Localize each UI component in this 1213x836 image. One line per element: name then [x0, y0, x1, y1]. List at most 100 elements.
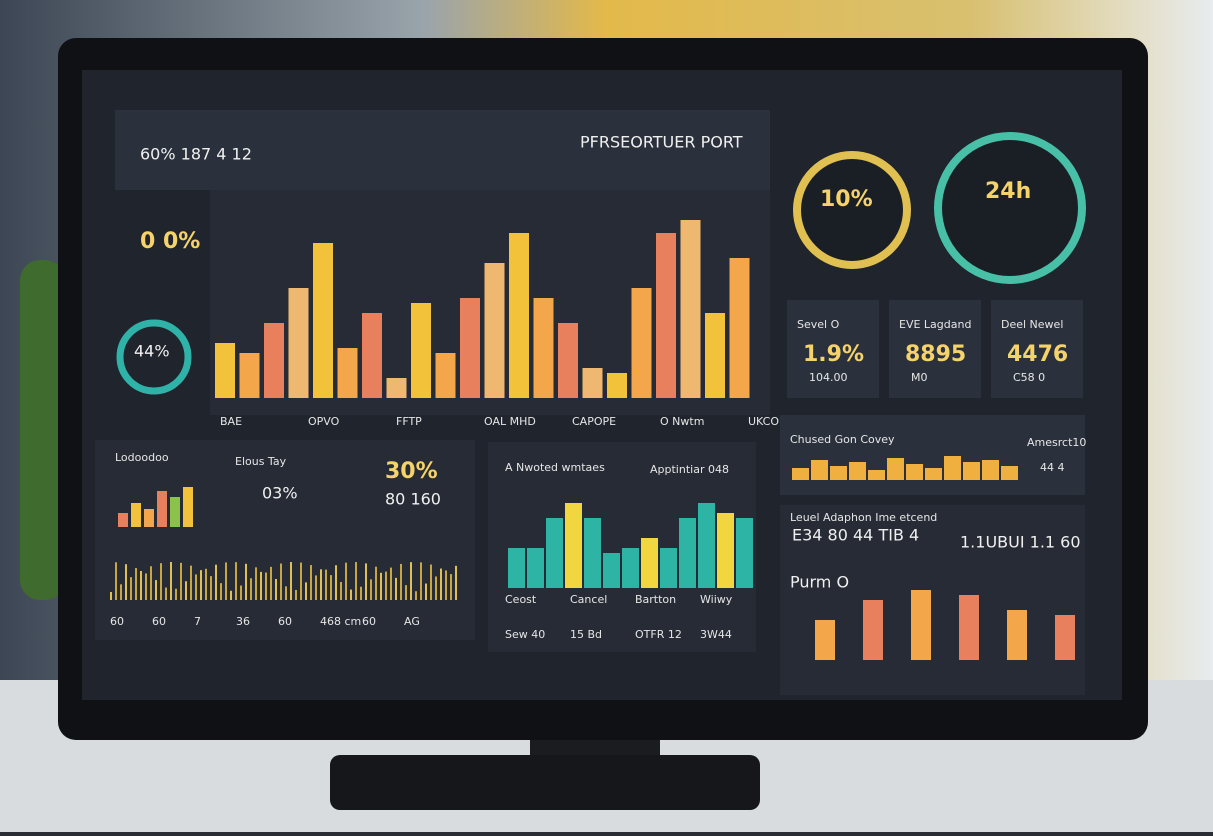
decor-bar — [982, 460, 999, 480]
decor-bar — [484, 263, 505, 398]
decor-bar — [558, 323, 578, 398]
decor-bar — [508, 548, 525, 588]
decor-bar — [264, 323, 284, 398]
axis-label: 7 — [194, 615, 201, 628]
decor-wave — [110, 592, 112, 600]
decor-wave — [150, 566, 152, 600]
small-value: 03% — [262, 484, 298, 503]
decor-wave — [255, 567, 257, 600]
footer-label: 3W44 — [700, 628, 732, 641]
footer-label: OTFR 12 — [635, 628, 682, 641]
decor-wave — [140, 571, 142, 600]
axis-label: Wiiwy — [700, 593, 733, 606]
x-label: O Nwtm — [660, 415, 704, 428]
decor-wave — [170, 562, 172, 600]
decor-wave — [245, 563, 247, 600]
decor-bar — [680, 220, 701, 398]
decor-bar — [717, 513, 734, 588]
decor-bar — [584, 518, 601, 588]
decor-wave — [320, 569, 322, 600]
footer-label: Sew 40 — [505, 628, 545, 641]
gauge-value: 24h — [985, 179, 1031, 204]
decor-wave — [250, 578, 252, 600]
decor-wave — [200, 570, 202, 600]
left-ring — [116, 319, 192, 395]
decor-bar — [386, 378, 407, 398]
percent: 30% — [385, 459, 438, 484]
footer-label: 15 Bd — [570, 628, 602, 641]
decor-bar — [362, 313, 382, 398]
decor-bar — [215, 343, 235, 398]
header-title: PFRSEORTUER PORT — [580, 133, 743, 152]
decor-bar — [631, 288, 652, 398]
lower-left-panel — [95, 440, 475, 640]
decor-bar — [337, 348, 358, 398]
decor-wave — [180, 562, 182, 600]
kpi-card — [787, 300, 879, 398]
axis-label: 60 — [152, 615, 166, 628]
decor-wave — [185, 581, 187, 600]
panel-title: A Nwoted wmtaes — [505, 461, 605, 474]
decor-wave — [240, 585, 242, 600]
decor-wave — [265, 572, 267, 600]
panel-title: Chused Gon Covey — [790, 433, 895, 446]
x-label: FFTP — [396, 415, 422, 428]
axis-label: 60 — [362, 615, 376, 628]
panel-title: Lodoodoo — [115, 451, 169, 464]
decor-wave — [425, 583, 427, 600]
kpi-label: EVE Lagdand — [899, 318, 971, 331]
decor-bar — [641, 538, 658, 588]
decor-bar — [705, 313, 725, 398]
decor-bar — [698, 503, 715, 588]
decor-bar — [863, 600, 883, 660]
gauge — [934, 132, 1086, 284]
decor-bar — [603, 553, 620, 588]
decor-wave — [325, 569, 327, 600]
decor-wave — [130, 577, 132, 600]
decor-bar — [729, 258, 750, 398]
kpi-label: Deel Newel — [1001, 318, 1063, 331]
decor-bar — [736, 518, 753, 588]
decor-wave — [165, 587, 167, 600]
panel-label: Purm O — [790, 573, 849, 592]
side-value: 44 4 — [1040, 461, 1065, 474]
header-stats: 60% 187 4 12 — [140, 145, 252, 164]
decor-wave — [260, 571, 262, 600]
axis-label: Bartton — [635, 593, 676, 606]
decor-bar — [792, 468, 809, 480]
decor-bar — [607, 373, 627, 398]
decor-wave — [215, 564, 217, 600]
decor-wave — [135, 568, 137, 600]
x-label: CAPOPE — [572, 415, 616, 428]
decor-wave — [360, 586, 362, 600]
axis-label: 60 — [278, 615, 292, 628]
decor-bar — [509, 233, 529, 398]
axis-label: AG — [404, 615, 420, 628]
decor-wave — [380, 572, 382, 600]
decor-wave — [220, 583, 222, 600]
decor-bar — [622, 548, 639, 588]
plant — [20, 260, 65, 600]
decor-bar — [435, 353, 456, 398]
decor-bar — [157, 491, 167, 527]
axis-label: 36 — [236, 615, 250, 628]
check-label: Elous Tay — [235, 455, 287, 468]
gauge-value: 10% — [820, 187, 873, 212]
kpi-label: Sevel O — [797, 318, 840, 331]
decor-wave — [155, 580, 157, 600]
axis-label: Cancel — [570, 593, 607, 606]
decor-wave — [450, 574, 452, 600]
right-strip-panel — [780, 415, 1085, 495]
decor-wave — [190, 565, 192, 600]
decor-wave — [285, 586, 287, 600]
decor-wave — [120, 584, 122, 600]
decor-bar — [565, 503, 582, 588]
decor-wave — [175, 588, 177, 600]
axis-label: Ceost — [505, 593, 537, 606]
decor-wave — [370, 579, 372, 600]
decor-bar — [679, 518, 696, 588]
decor-wave — [195, 574, 197, 600]
gauge — [793, 151, 911, 269]
right-lower-panel — [780, 505, 1085, 695]
